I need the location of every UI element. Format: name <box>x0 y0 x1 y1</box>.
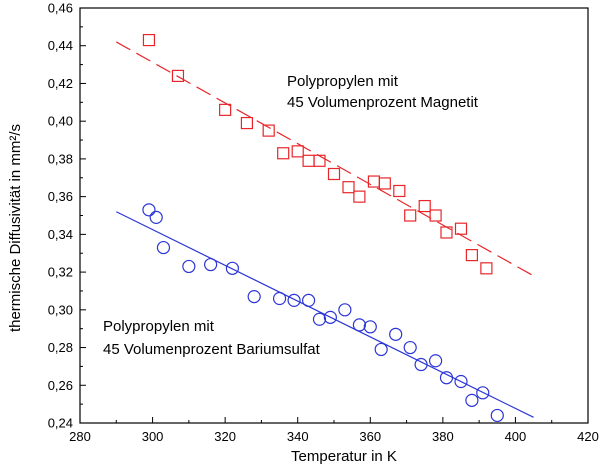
series-1-point <box>149 210 163 224</box>
series-1-point <box>302 293 316 307</box>
series-1-point <box>323 310 337 324</box>
series-1-point <box>142 203 156 217</box>
y-tick-label: 0,28 <box>48 340 73 355</box>
x-tick-label: 420 <box>577 429 599 444</box>
series-1-point <box>182 259 196 274</box>
series-1-point <box>204 257 218 272</box>
axes: 280 300 320 340 360 380 400 420 0,24 0,26 0,28 0,30… <box>48 1 599 445</box>
y-tick-label: 0,24 <box>48 416 73 431</box>
series-0-point <box>454 222 468 235</box>
series-0-point <box>277 147 290 160</box>
series-1-point <box>247 290 261 304</box>
x-tick-label: 280 <box>69 429 91 444</box>
series-0-point <box>404 209 417 222</box>
annotation-magnetit-line2: 45 Volumenprozent Magnetit <box>287 94 479 111</box>
series-1-point <box>389 327 403 341</box>
series-0-point <box>302 154 315 167</box>
series-0-point <box>367 175 381 188</box>
y-tick-label: 0,30 <box>48 302 73 317</box>
series-1-point <box>490 408 504 423</box>
series-0-point <box>171 69 185 83</box>
x-tick-label: 320 <box>214 429 236 444</box>
series-1-point <box>439 371 454 385</box>
series-1-point <box>156 240 171 255</box>
series-1-point <box>454 374 468 389</box>
x-tick-label: 400 <box>505 429 527 444</box>
series-1-point <box>429 354 443 368</box>
series-0-point <box>342 181 355 194</box>
y-tick-label: 0,38 <box>48 151 73 166</box>
x-tick-label: 360 <box>359 429 381 444</box>
series-0-point <box>291 145 304 158</box>
y-tick-label: 0,40 <box>48 114 73 129</box>
series-0-point <box>313 154 326 167</box>
series-0-point <box>480 262 493 275</box>
series-0-point <box>418 199 431 213</box>
y-tick-label: 0,36 <box>48 189 73 204</box>
series-1-point <box>476 386 490 400</box>
series-0-point <box>353 190 366 203</box>
y-axis-label: thermische Diffusivität in mm²/s <box>7 124 24 332</box>
y-tick-label: 0,44 <box>48 38 73 53</box>
plot-frame <box>79 7 589 424</box>
series-0-point <box>393 184 406 198</box>
x-tick-label: 300 <box>142 429 164 444</box>
annotation-magnetit-line1: Polypropylen mit <box>287 73 399 90</box>
series-1-point <box>352 318 366 332</box>
series-1-point <box>312 312 327 326</box>
series-1-point <box>465 393 479 407</box>
series-1-point <box>225 261 239 275</box>
y-tick-label: 0,46 <box>48 1 73 16</box>
series-0-point <box>429 209 442 222</box>
y-tick-label: 0,26 <box>48 378 73 393</box>
series-0-point <box>327 167 341 181</box>
plot-area <box>115 33 534 423</box>
series-1-point <box>374 342 388 357</box>
series-1-point <box>414 357 428 372</box>
series-1-point <box>287 293 301 307</box>
series-1-point <box>403 340 417 355</box>
series-0-point <box>142 33 156 47</box>
annotation-bariumsulfat-line1: Polypropylen mit <box>103 318 215 335</box>
y-tick-label: 0,42 <box>48 76 73 91</box>
series-0-point <box>262 124 275 137</box>
x-tick-label: 340 <box>287 429 309 444</box>
y-tick-label: 0,34 <box>48 227 73 242</box>
x-axis-label: Temperatur in K <box>291 448 397 465</box>
series-0-point <box>465 249 478 262</box>
series-1-point <box>338 303 352 317</box>
x-tick-label: 380 <box>432 429 454 444</box>
series-0-point <box>219 103 232 116</box>
series-1-point <box>363 320 377 334</box>
annotation-bariumsulfat-line2: 45 Volumenprozent Bariumsulfat <box>103 341 321 358</box>
series-0-point <box>240 116 254 130</box>
series-1-point <box>272 291 287 306</box>
y-tick-label: 0,32 <box>48 265 73 280</box>
series-0-point <box>440 226 453 239</box>
series-0-point <box>378 177 391 190</box>
